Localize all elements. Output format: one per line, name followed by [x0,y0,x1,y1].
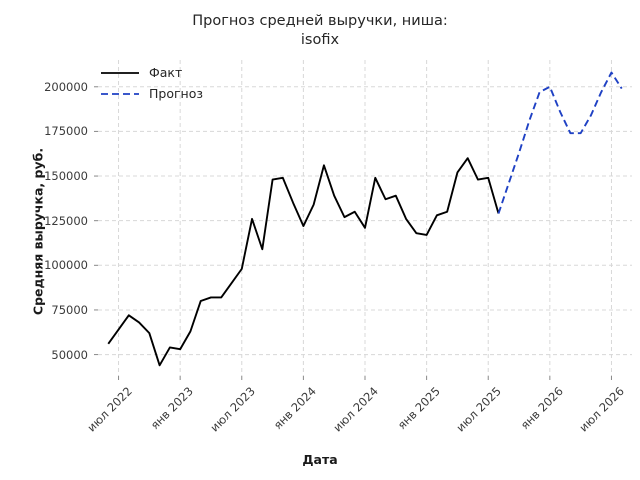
legend-label-forecast: Прогноз [149,86,204,101]
y-axis-label: Средняя выручка, руб. [30,147,46,316]
x-axis-label: Дата [302,452,338,467]
y-tick-label: 100000 [44,258,88,273]
y-tick-label: 50000 [51,347,88,362]
y-tick-label: 125000 [44,213,88,228]
series-line-fact [107,157,500,367]
legend-item-fact: Факт [100,62,250,83]
y-tick-label: 175000 [44,124,88,139]
series-line-forecast [497,71,623,214]
grid-lines [98,60,632,376]
y-tick-label: 75000 [51,302,88,317]
legend-item-forecast: Прогноз [100,83,250,104]
chart-title: Прогноз средней выручки, ниша: isofix [192,13,448,48]
chart-legend: Факт Прогноз [100,62,250,104]
axis-ticks [94,86,612,380]
legend-swatch-dashed-line [101,92,139,95]
y-tick-label: 150000 [44,169,88,184]
data-series [107,71,623,367]
y-tick-label: 200000 [44,79,88,94]
legend-swatch-solid-line [101,71,139,74]
legend-label-fact: Факт [149,65,183,80]
